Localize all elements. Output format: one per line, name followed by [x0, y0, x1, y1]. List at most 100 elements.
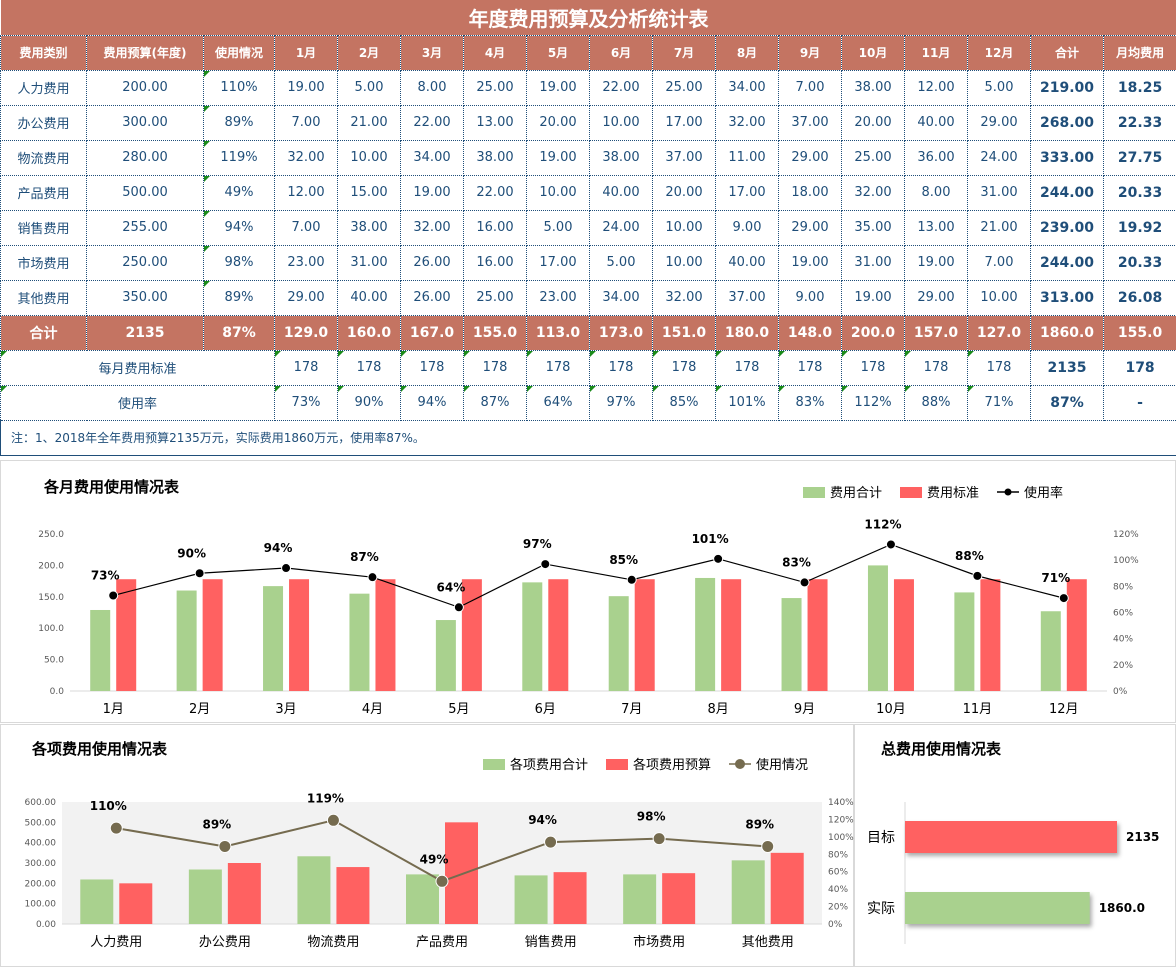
- total-cell: 合计: [0, 314, 87, 351]
- table-cell: 36.00: [904, 139, 968, 176]
- x-tick-label: 6月: [535, 702, 556, 717]
- x-tick-label: 1月: [103, 702, 124, 717]
- x-tick-label: 2月: [189, 702, 210, 717]
- table-cell: 178: [337, 349, 401, 386]
- table-cell: 12.00: [904, 69, 968, 106]
- y2-tick-label: 0%: [828, 920, 843, 930]
- rate-line: [113, 543, 1064, 608]
- bar-total: [263, 586, 284, 691]
- table-cell: 24.00: [967, 139, 1031, 176]
- table-cell: 19.00: [904, 244, 968, 281]
- column-header: 3月: [400, 34, 464, 71]
- bar-total: [297, 856, 331, 924]
- table-cell: 101%: [715, 384, 779, 421]
- table-row: 办公费用 300.00 89% 7.00 21.00 22.00 13.00 20.00 10.…: [0, 104, 1176, 141]
- column-header: 6月: [589, 34, 653, 71]
- bar-budget: [548, 579, 569, 691]
- table-cell: 19.00: [400, 174, 464, 211]
- table-cell: 89%: [203, 279, 275, 316]
- table-cell: 178: [400, 349, 464, 386]
- x-tick-label: 5月: [448, 702, 469, 717]
- column-header: 费用预算(年度): [86, 34, 204, 71]
- chart-title: 各项费用使用情况表: [31, 740, 168, 758]
- bar-total: [867, 565, 888, 691]
- legend-label: 费用标准: [927, 486, 979, 501]
- table-cell: 19.00: [526, 69, 590, 106]
- rate-label: 89%: [202, 817, 231, 831]
- total-cell: 1860.0: [1030, 314, 1104, 351]
- y-tick-label: 400.00: [25, 839, 57, 849]
- y2-tick-label: 20%: [828, 903, 848, 913]
- table-cell: 23.00: [274, 244, 338, 281]
- table-cell: 10.00: [967, 279, 1031, 316]
- category-cell: 物流费用: [0, 139, 87, 176]
- rate-label: 112%: [864, 517, 901, 531]
- table-cell: 13.00: [904, 209, 968, 246]
- monthly-chart: 各月费用使用情况表 0.0 50.0 100.0 150.0 200.0 250.0 0% 20…: [38, 478, 1139, 717]
- rate-point: [1058, 593, 1069, 604]
- table-cell: 49%: [203, 174, 275, 211]
- table-cell: 88%: [904, 384, 968, 421]
- table-cell: 280.00: [86, 139, 204, 176]
- total-cell: 113.0: [526, 314, 590, 351]
- table-cell: 20.33: [1102, 174, 1176, 211]
- table-cell: 112%: [841, 384, 905, 421]
- x-tick-label: 11月: [963, 702, 993, 717]
- table-cell: 40.00: [337, 279, 401, 316]
- bar-total: [954, 592, 975, 691]
- bar-budget: [202, 579, 223, 691]
- bar-total: [406, 874, 439, 924]
- x-tick-label: 4月: [362, 702, 383, 717]
- bar-total: [781, 598, 802, 691]
- bar-budget: [375, 579, 396, 691]
- total-cell: 167.0: [400, 314, 464, 351]
- bar-budget: [553, 872, 587, 924]
- header-row: 费用类别 费用预算(年度) 使用情况 1月 2月 3月 4月 5月 6月 7月 8月 9月 10月 11月…: [0, 34, 1176, 71]
- table-cell: 10.00: [589, 104, 653, 141]
- bar-total: [695, 577, 716, 691]
- rate-label: 71%: [1041, 571, 1070, 585]
- rate-point: [435, 874, 449, 888]
- bar-budget: [662, 873, 696, 924]
- y-tick-label: 0.0: [50, 687, 65, 697]
- table-cell: 37.00: [715, 279, 779, 316]
- table-cell: 25.00: [652, 69, 716, 106]
- total-cell: 2135: [1030, 349, 1104, 386]
- x-tick-label: 产品费用: [416, 935, 468, 950]
- total-cell: 160.0: [337, 314, 401, 351]
- bar-budget: [289, 579, 310, 691]
- table-cell: 313.00: [1030, 279, 1104, 316]
- table-cell: 7.00: [778, 69, 842, 106]
- x-tick-label: 12月: [1049, 702, 1079, 717]
- rate-point: [626, 574, 637, 585]
- bar-budget: [461, 579, 482, 691]
- category-chart: 各项费用使用情况表 0.00 100.00 200.00 300.00 400.00 500…: [25, 740, 855, 950]
- column-header: 7月: [652, 34, 716, 71]
- table-row: 产品费用 500.00 49% 12.00 15.00 19.00 22.00 10.00 40…: [0, 174, 1176, 211]
- category-cell: 其他费用: [0, 279, 87, 316]
- rate-point: [194, 568, 205, 579]
- bar-budget: [807, 579, 828, 691]
- rate-label: 101%: [692, 532, 729, 546]
- table-cell: 19.00: [841, 279, 905, 316]
- table-cell: 15.00: [337, 174, 401, 211]
- table-cell: 25.00: [463, 279, 527, 316]
- table-cell: 7.00: [274, 209, 338, 246]
- column-header: 合计: [1030, 34, 1104, 71]
- column-header: 2月: [337, 34, 401, 71]
- table-cell: 119%: [203, 139, 275, 176]
- bar-budget: [634, 579, 655, 691]
- y2-tick-label: 120%: [1113, 530, 1139, 540]
- table-cell: 25.00: [841, 139, 905, 176]
- table-cell: 34.00: [400, 139, 464, 176]
- bar-budget: [893, 579, 914, 691]
- bar-total: [731, 860, 765, 924]
- total-cell: 129.0: [274, 314, 338, 351]
- table-cell: 31.00: [337, 244, 401, 281]
- table-cell: 38.00: [463, 139, 527, 176]
- table-cell: 19.00: [274, 69, 338, 106]
- table-cell: 10.00: [526, 174, 590, 211]
- rate-point: [652, 832, 666, 846]
- table-cell: 29.00: [274, 279, 338, 316]
- table-cell: 34.00: [589, 279, 653, 316]
